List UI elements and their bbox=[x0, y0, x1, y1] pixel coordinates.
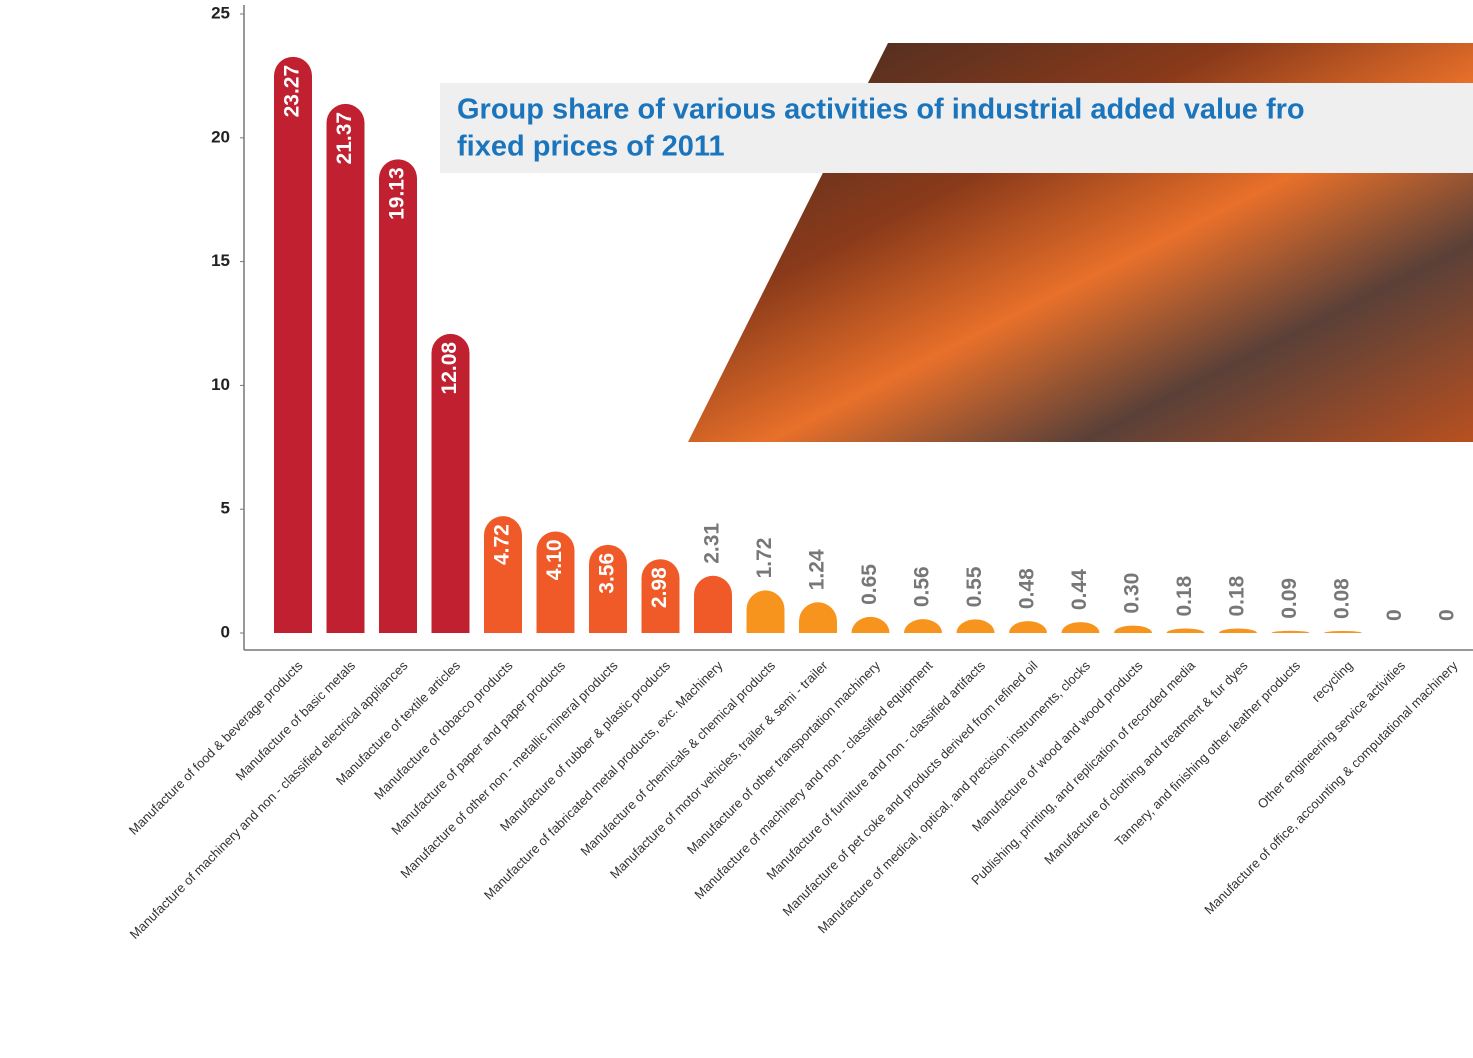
value-label: 3.56 bbox=[596, 553, 619, 594]
bar bbox=[1271, 630, 1310, 633]
bar bbox=[956, 619, 995, 633]
x-tick-label: Manufacture of fabricated metal products… bbox=[481, 658, 726, 903]
bar bbox=[1324, 631, 1362, 633]
value-label: 19.13 bbox=[386, 167, 409, 220]
value-label: 0 bbox=[1436, 609, 1459, 621]
bar bbox=[1166, 628, 1205, 633]
value-label: 0.08 bbox=[1331, 578, 1354, 619]
x-tick-label: Manufacture of other transportation mach… bbox=[684, 658, 884, 858]
value-label: 0.56 bbox=[911, 566, 934, 607]
bar bbox=[799, 602, 837, 633]
value-label: 0.30 bbox=[1121, 573, 1144, 614]
x-tick-label: Manufacture of clothing and treatment & … bbox=[1041, 658, 1251, 868]
value-label: 2.98 bbox=[648, 567, 671, 608]
value-label: 0.18 bbox=[1173, 575, 1196, 616]
bar bbox=[1219, 628, 1257, 633]
value-label: 23.27 bbox=[281, 65, 304, 118]
bar bbox=[536, 531, 575, 633]
x-tick-label: Manufacture of machinery and non - class… bbox=[691, 658, 935, 902]
x-tick-label: recycling bbox=[1309, 658, 1356, 705]
bar bbox=[641, 559, 680, 633]
bar bbox=[904, 619, 942, 633]
title-box bbox=[440, 83, 1473, 173]
x-tick-label: Manufacture of chemicals & chemical prod… bbox=[577, 658, 778, 859]
bar bbox=[326, 103, 365, 634]
value-label: 1.72 bbox=[753, 538, 776, 579]
x-tick-label: Manufacture of office, accounting & comp… bbox=[1201, 658, 1461, 918]
bar bbox=[1114, 625, 1152, 633]
bar bbox=[851, 616, 890, 633]
value-label: 4.72 bbox=[491, 524, 514, 565]
bar bbox=[274, 56, 312, 634]
value-label: 0.44 bbox=[1068, 569, 1091, 610]
y-tick-label: 15 bbox=[211, 251, 230, 270]
value-label: 12.08 bbox=[438, 342, 461, 395]
bar bbox=[1009, 621, 1047, 633]
bar bbox=[379, 159, 417, 634]
chart-title: fixed prices of 2011 bbox=[457, 131, 725, 163]
value-label: 4.10 bbox=[543, 539, 566, 580]
value-label: 1.24 bbox=[806, 549, 829, 590]
bar bbox=[694, 575, 732, 633]
y-tick-label: 5 bbox=[221, 499, 230, 518]
bar bbox=[746, 590, 785, 633]
value-label: 2.31 bbox=[701, 523, 724, 564]
y-tick-label: 25 bbox=[211, 3, 230, 22]
value-label: 0.65 bbox=[858, 564, 881, 605]
chart-title: Group share of various activities of ind… bbox=[457, 94, 1305, 126]
bar bbox=[589, 544, 627, 633]
value-label: 21.37 bbox=[333, 112, 356, 165]
bar bbox=[1061, 622, 1100, 633]
value-label: 0.48 bbox=[1016, 568, 1039, 609]
x-tick-label: Tannery, and finishing other leather pro… bbox=[1112, 658, 1304, 850]
value-label: 0.18 bbox=[1226, 575, 1249, 616]
bar bbox=[431, 333, 470, 633]
value-label: 0.55 bbox=[963, 566, 986, 607]
y-tick-label: 10 bbox=[211, 375, 230, 394]
value-label: 0 bbox=[1383, 609, 1406, 621]
bar bbox=[484, 516, 522, 633]
y-tick-label: 0 bbox=[221, 622, 230, 641]
x-tick-label: Manufacture of pet coke and products der… bbox=[780, 658, 1041, 919]
value-label: 0.09 bbox=[1278, 578, 1301, 619]
y-tick-label: 20 bbox=[211, 127, 230, 146]
